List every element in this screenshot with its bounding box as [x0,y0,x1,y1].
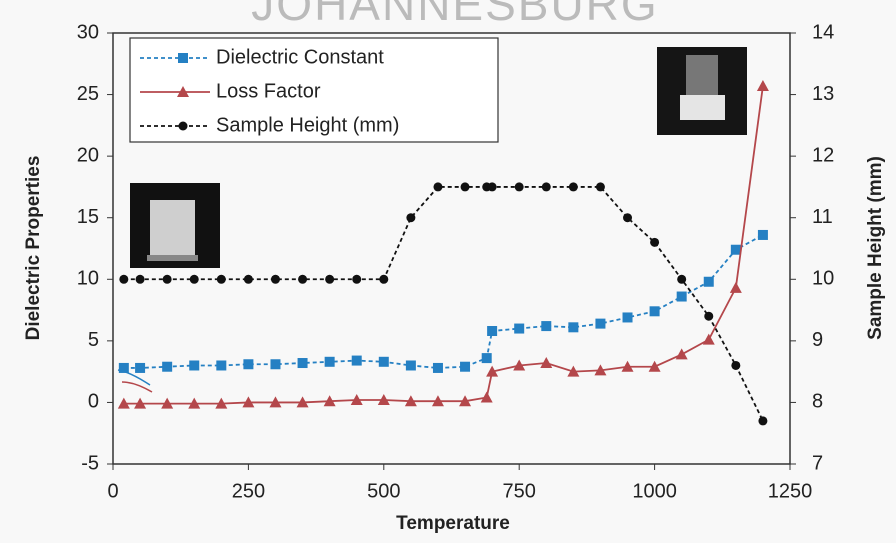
marker [325,357,335,367]
x-tick-label: 500 [367,480,400,502]
marker [433,182,442,191]
x-axis-label: Temperature [396,513,510,534]
y-tick-label: 15 [77,206,99,228]
y2-tick-label: 8 [812,391,823,413]
watermark: JOHANNESBURG [251,0,658,30]
marker [731,245,741,255]
y2-tick-label: 7 [812,452,823,474]
marker [270,359,280,369]
marker [189,360,199,370]
marker [244,275,253,284]
y2-tick-label: 9 [812,329,823,351]
marker [190,275,199,284]
marker [488,182,497,191]
marker [704,277,714,287]
marker [623,213,632,222]
y-tick-label: 10 [77,268,99,290]
y-tick-label: 0 [88,391,99,413]
marker [325,275,334,284]
x-tick-label: 1250 [768,480,813,502]
y2-tick-label: 11 [812,206,833,228]
marker [433,363,443,373]
marker [515,182,524,191]
legend-marker [179,122,188,131]
marker [596,182,605,191]
legend-label: Sample Height (mm) [216,114,399,136]
x-tick-label: 750 [503,480,536,502]
marker [352,356,362,366]
marker [542,182,551,191]
marker [298,358,308,368]
marker [704,312,713,321]
marker [243,359,253,369]
marker [406,213,415,222]
marker [162,362,172,372]
marker [677,292,687,302]
inset-photo-right [657,47,747,135]
y2-tick-label: 10 [812,268,834,290]
marker [379,357,389,367]
marker [460,362,470,372]
marker [271,275,280,284]
marker [352,275,361,284]
y-tick-label: 30 [77,21,99,43]
marker [461,182,470,191]
marker [731,361,740,370]
marker [514,324,524,334]
legend-label: Dielectric Constant [216,46,384,68]
marker [595,319,605,329]
marker [677,275,686,284]
marker [216,360,226,370]
y2-tick-label: 13 [812,83,834,105]
marker [487,326,497,336]
marker [217,275,226,284]
y-tick-label: 25 [77,83,99,105]
marker [758,230,768,240]
y-tick-label: 5 [88,329,99,351]
marker [541,321,551,331]
marker [568,322,578,332]
y2-axis-label: Sample Height (mm) [865,156,886,340]
marker [298,275,307,284]
marker [569,182,578,191]
legend-marker [178,53,188,63]
x-tick-label: 1000 [632,480,677,502]
marker [136,275,145,284]
inset-photo-left [130,183,220,268]
y-tick-label: -5 [81,452,99,474]
y2-tick-label: 14 [812,21,834,43]
legend-label: Loss Factor [216,80,321,102]
y2-tick-label: 12 [812,144,834,166]
marker [482,353,492,363]
marker [623,312,633,322]
y-axis-label: Dielectric Properties [23,156,44,341]
marker [119,275,128,284]
chart: JOHANNESBURG Temperature Dielectric Prop… [0,0,896,543]
marker [650,238,659,247]
marker [650,306,660,316]
x-tick-label: 250 [232,480,265,502]
page: {"chart_data": {"type": "line", "waterma… [0,0,896,543]
marker [119,363,129,373]
marker [163,275,172,284]
marker [379,275,388,284]
x-tick-label: 0 [107,480,118,502]
marker [758,416,767,425]
marker [406,360,416,370]
marker [135,363,145,373]
y-tick-label: 20 [77,144,99,166]
